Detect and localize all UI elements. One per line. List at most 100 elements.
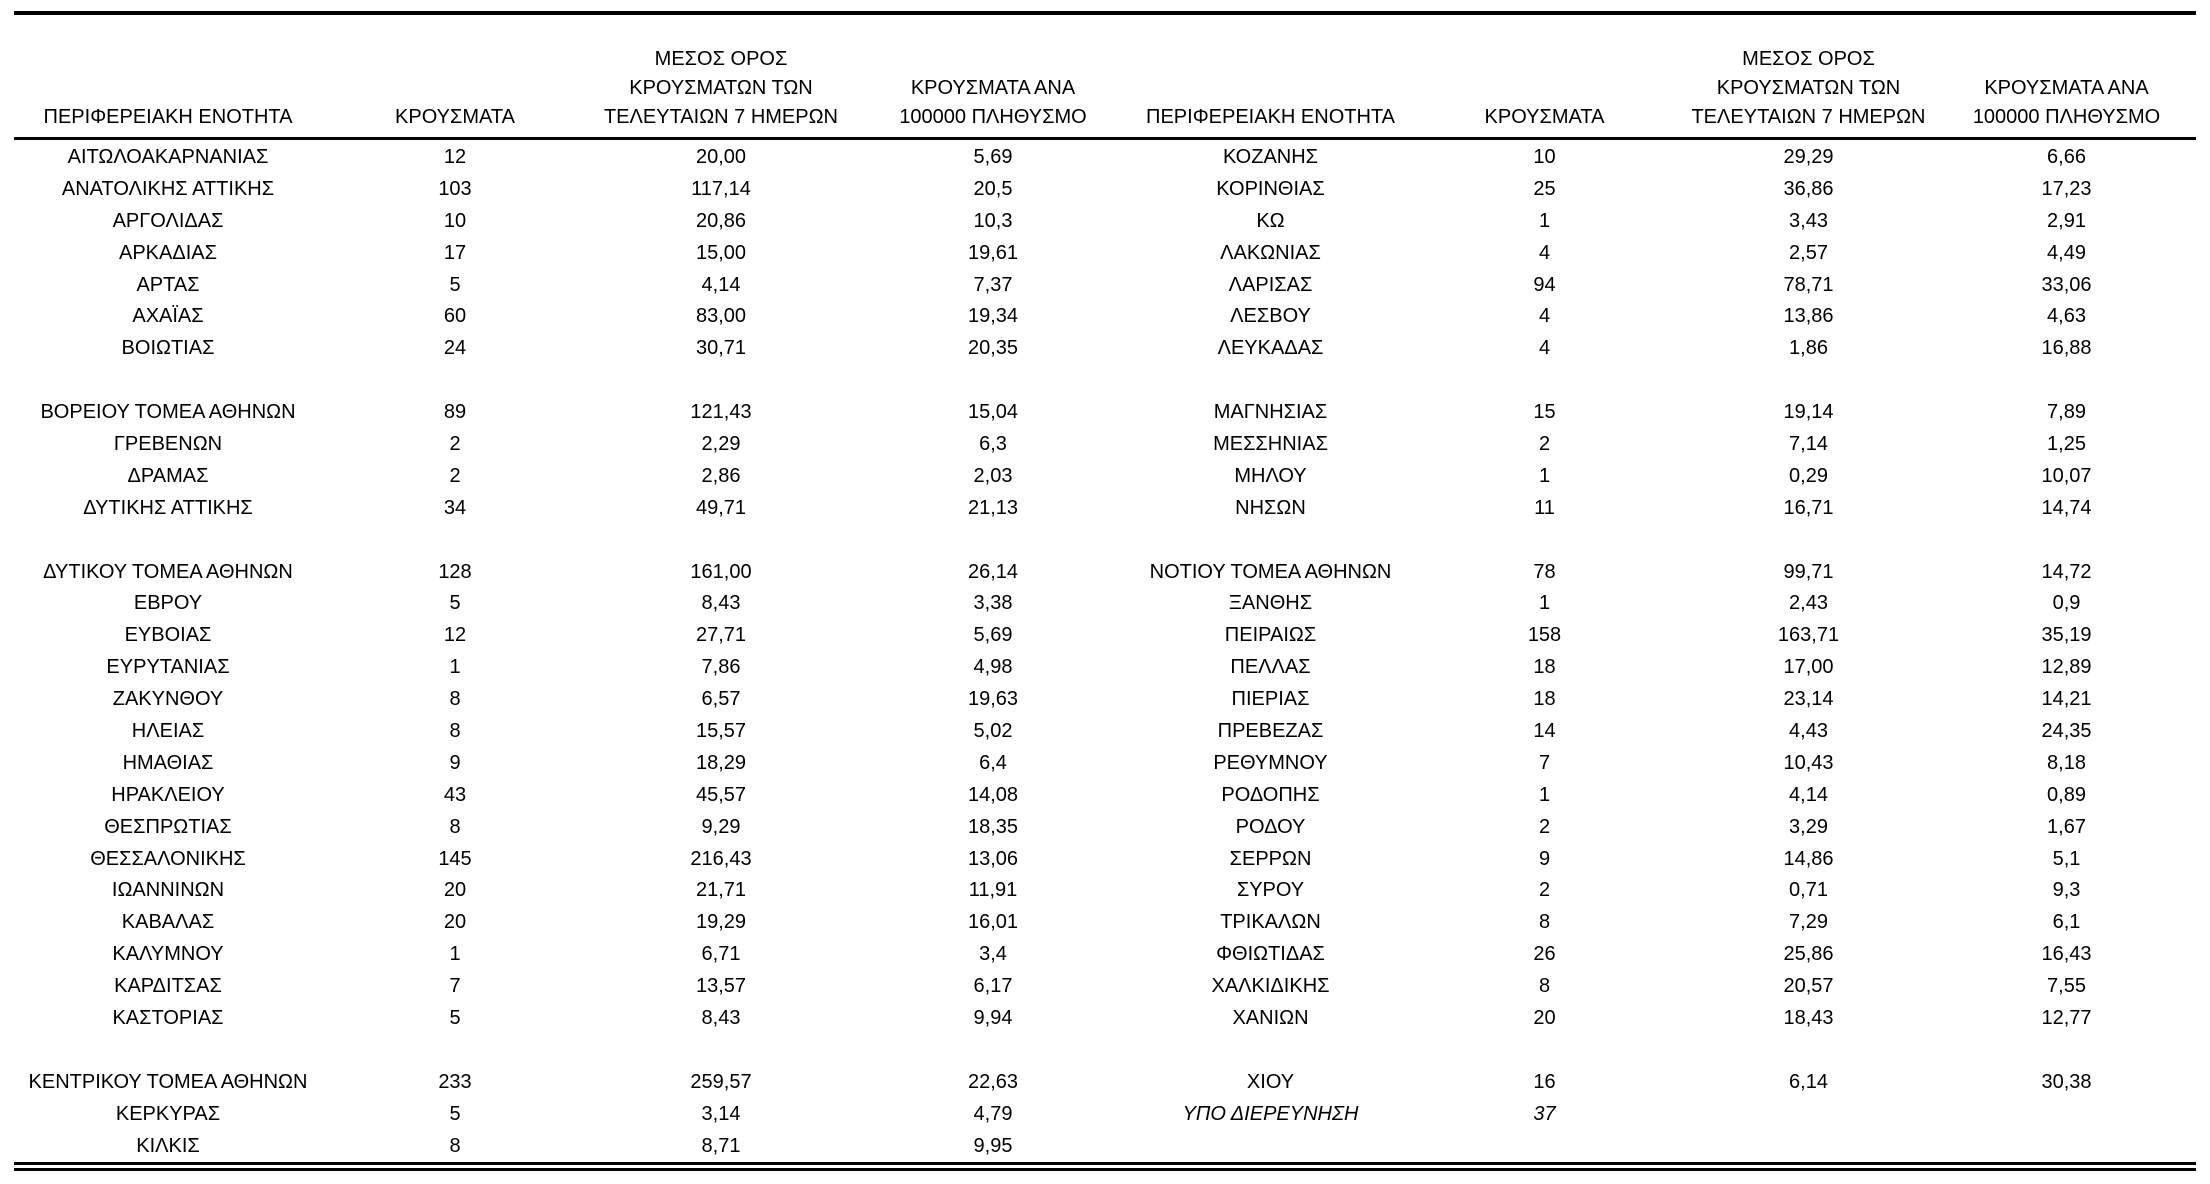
right-cases-cell: 11: [1534, 496, 1555, 519]
left-cases-cell: 5: [449, 592, 461, 615]
left-per100k-cell: 5,69: [973, 146, 1013, 168]
left-per100k-cell: 16,01: [967, 911, 1019, 934]
left-region-cell: ΑΝΑΤΟΛΙΚΗΣ ΑΤΤΙΚΗΣ: [61, 177, 275, 200]
left-cases-cell: 7: [449, 975, 461, 998]
right-per100k-cell: 30,38: [2041, 1070, 2092, 1093]
left-region-cell: ΔΥΤΙΚΟΥ ΤΟΜΕΑ ΑΘΗΝΩΝ: [43, 560, 293, 583]
right-avg7-cell: 163,71: [1777, 624, 1840, 647]
left-avg7-cell: 15,00: [695, 241, 747, 264]
left-avg7-cell: 8,43: [701, 1007, 741, 1030]
left-region-cell: ΔΥΤΙΚΗΣ ΑΤΤΙΚΗΣ: [83, 496, 253, 519]
right-cases-cell: 9: [1538, 847, 1551, 870]
right-region-cell: ΜΑΓΝΗΣΙΑΣ: [1213, 401, 1328, 424]
right-avg7-cell: 17,00: [1783, 656, 1834, 679]
left-cases-cell: 60: [443, 305, 467, 328]
header-cases-right-label: ΚΡΟΥΣΜΑΤΑ: [1484, 106, 1605, 128]
right-region-cell: ΛΑΡΙΣΑΣ: [1228, 273, 1313, 296]
right-cases-cell: 158: [1527, 624, 1562, 647]
header-avg7-right-line1: ΜΕΣΟΣ ΟΡΟΣ: [1742, 48, 1875, 70]
right-avg7-cell: 4,14: [1789, 783, 1828, 806]
table-row: ΗΡΑΚΛΕΙΟΥ 43 45,57 14,08 ΡΟΔΟΠΗΣ 1 4,14 0,89: [14, 780, 2196, 812]
right-cases-cell: 4: [1538, 241, 1551, 264]
right-region-cell: ΠΡΕΒΕΖΑΣ: [1217, 720, 1324, 743]
right-region-cell: ΠΙΕΡΙΑΣ: [1231, 688, 1310, 711]
left-region-cell: ΑΡΤΑΣ: [136, 273, 200, 296]
right-avg7-cell: 2,43: [1789, 592, 1828, 615]
right-avg7-cell: 1,86: [1789, 337, 1828, 360]
right-per100k-cell: 0,89: [2047, 783, 2086, 806]
left-region-cell: ΗΛΕΙΑΣ: [131, 720, 205, 743]
right-cases-cell: 16: [1533, 1070, 1556, 1093]
right-per100k-cell: 7,55: [2047, 975, 2086, 998]
left-avg7-cell: 20,00: [695, 146, 747, 168]
right-region-cell: ΤΡΙΚΑΛΩΝ: [1220, 911, 1321, 934]
right-per100k-cell: 14,72: [2041, 560, 2092, 583]
right-region-cell: ΦΘΙΩΤΙΔΑΣ: [1216, 943, 1325, 966]
right-avg7-cell: 7,29: [1789, 911, 1828, 934]
left-avg7-cell: 15,57: [695, 720, 747, 743]
right-avg7-cell: 0,71: [1789, 879, 1828, 902]
bottom-double-rule: [14, 1162, 2196, 1171]
left-per100k-cell: 14,08: [967, 783, 1019, 806]
left-per100k-cell: 6,17: [973, 975, 1013, 998]
right-avg7-cell: 18,43: [1783, 1007, 1834, 1030]
left-region-cell: ΗΜΑΘΙΑΣ: [122, 751, 214, 774]
right-per100k-cell: 8,18: [2047, 751, 2086, 774]
table-row: ΚΕΝΤΡΙΚΟΥ ΤΟΜΕΑ ΑΘΗΝΩΝ 233 259,57 22,63 ΧΙΟΥ…: [14, 1067, 2196, 1099]
left-cases-cell: 20: [443, 911, 467, 934]
right-avg7-cell: 23,14: [1783, 688, 1834, 711]
left-region-cell: ΒΟΙΩΤΙΑΣ: [121, 337, 215, 360]
right-avg7-cell: 78,71: [1783, 273, 1834, 296]
left-region-cell: ΓΡΕΒΕΝΩΝ: [113, 433, 223, 456]
right-cases-cell: 10: [1533, 146, 1556, 168]
left-avg7-cell: 259,57: [690, 1070, 752, 1093]
left-avg7-cell: 20,86: [695, 209, 747, 232]
right-per100k-cell: 7,89: [2047, 401, 2086, 424]
top-rule: [14, 11, 2196, 15]
right-cases-cell: 25: [1533, 177, 1556, 200]
table-row-blank: [14, 1035, 2196, 1067]
right-per100k-cell: 6,1: [2052, 911, 2081, 934]
left-per100k-cell: 4,98: [973, 656, 1013, 679]
right-per100k-cell: 16,88: [2041, 337, 2092, 360]
header-cases-right: ΚΡΟΥΣΜΑΤΑ: [1409, 15, 1680, 137]
right-avg7-cell: 2,57: [1789, 241, 1828, 264]
right-avg7-cell: 10,43: [1783, 751, 1834, 774]
table-row: ΔΥΤΙΚΟΥ ΤΟΜΕΑ ΑΘΗΝΩΝ 128 161,00 26,14 ΝΟΤΙΟΥ…: [14, 557, 2196, 589]
left-per100k-cell: 15,04: [967, 401, 1019, 424]
right-region-cell: ΠΕΙΡΑΙΩΣ: [1224, 624, 1317, 647]
left-cases-cell: 17: [443, 241, 467, 264]
header-avg7-left: ΜΕΣΟΣ ΟΡΟΣ ΚΡΟΥΣΜΑΤΩΝ ΤΩΝ ΤΕΛΕΥΤΑΙΩΝ 7 Η…: [588, 15, 854, 137]
right-per100k-cell: 35,19: [2041, 624, 2092, 647]
header-cases-left: ΚΡΟΥΣΜΑΤΑ: [322, 15, 588, 137]
right-region-cell: ΡΟΔΟΠΗΣ: [1221, 783, 1320, 806]
left-cases-cell: 5: [449, 1102, 461, 1125]
left-per100k-cell: 13,06: [967, 847, 1019, 870]
right-region-cell: ΧΙΟΥ: [1246, 1070, 1295, 1093]
left-cases-cell: 8: [449, 1134, 461, 1157]
table-row: ΕΒΡΟΥ 5 8,43 3,38 ΞΑΝΘΗΣ 1 2,43 0,9: [14, 588, 2196, 620]
left-cases-cell: 34: [443, 496, 467, 519]
left-avg7-cell: 2,86: [701, 464, 741, 487]
left-avg7-cell: 2,29: [701, 433, 741, 456]
left-region-cell: ΑΡΚΑΔΙΑΣ: [119, 241, 217, 264]
table-row: ΑΡΤΑΣ 5 4,14 7,37 ΛΑΡΙΣΑΣ 94 78,71 33,06: [14, 270, 2196, 302]
left-region-cell: ΒΟΡΕΙΟΥ ΤΟΜΕΑ ΑΘΗΝΩΝ: [40, 401, 296, 424]
left-avg7-cell: 30,71: [695, 337, 747, 360]
left-cases-cell: 233: [438, 1070, 472, 1093]
header-avg7-left-line3: ΤΕΛΕΥΤΑΙΩΝ 7 ΗΜΕΡΩΝ: [603, 106, 839, 128]
table-row: ΙΩΑΝΝΙΝΩΝ 20 21,71 11,91 ΣΥΡΟΥ 2 0,71 9,3: [14, 875, 2196, 907]
table-row: ΒΟΙΩΤΙΑΣ 24 30,71 20,35 ΛΕΥΚΑΔΑΣ 4 1,86 16,88: [14, 333, 2196, 365]
table-row: ΑΡΚΑΔΙΑΣ 17 15,00 19,61 ΛΑΚΩΝΙΑΣ 4 2,57 4,49: [14, 238, 2196, 270]
table-row: ΓΡΕΒΕΝΩΝ 2 2,29 6,3 ΜΕΣΣΗΝΙΑΣ 2 7,14 1,25: [14, 429, 2196, 461]
right-per100k-cell: 5,1: [2052, 847, 2081, 870]
right-avg7-cell: 16,71: [1783, 496, 1834, 519]
left-avg7-cell: 6,57: [701, 688, 741, 711]
left-per100k-cell: 9,94: [973, 1007, 1013, 1030]
left-region-cell: ΚΙΛΚΙΣ: [136, 1134, 200, 1157]
left-region-cell: ΚΕΡΚΥΡΑΣ: [115, 1102, 221, 1125]
header-region-right: ΠΕΡΙΦΕΡΕΙΑΚΗ ΕΝΟΤΗΤΑ: [1132, 15, 1409, 137]
right-cases-cell: 37: [1533, 1102, 1556, 1125]
right-avg7-cell: 14,86: [1783, 847, 1834, 870]
right-region-cell: ΝΗΣΩΝ: [1235, 496, 1306, 519]
